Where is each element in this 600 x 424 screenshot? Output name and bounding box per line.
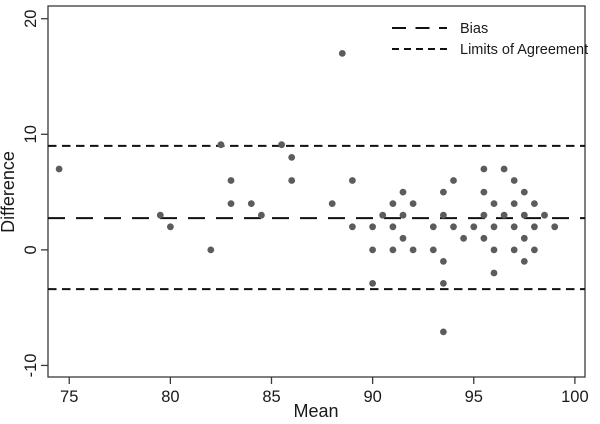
data-point [510,177,518,184]
data-point [369,246,376,254]
data-point [399,211,407,219]
x-tick-label: 80 [161,388,179,406]
data-point [429,246,437,254]
data-point [389,246,397,254]
data-point [399,234,407,242]
data-point [551,223,559,231]
y-axis: 20 10 0 -10 [22,10,48,378]
data-point [440,188,447,196]
y-tick-label: 20 [22,10,40,28]
data-point [379,211,387,219]
data-point [369,280,376,287]
y-tick-label: 10 [22,125,40,143]
data-point [520,188,528,196]
data-point [470,223,478,231]
x-axis-title: Mean [293,401,338,421]
data-point [520,234,528,242]
data-point [328,200,336,208]
data-point [440,328,447,336]
data-point [409,246,417,254]
data-point [349,177,356,184]
data-point [490,269,498,277]
data-point [500,211,508,219]
data-point [389,223,397,231]
y-tick-label: 0 [22,245,40,254]
data-point [429,223,437,231]
data-point [531,223,538,231]
data-point [510,200,518,208]
data-point [288,177,296,184]
data-point [440,258,447,265]
data-point [541,211,548,219]
data-point [167,223,174,231]
data-point [288,154,296,161]
x-tick-label: 95 [465,388,483,406]
reference-lines [48,144,585,291]
data-point [531,246,538,254]
data-point [490,246,498,254]
data-point [217,141,225,149]
x-tick-label: 85 [262,388,280,406]
data-point [409,200,417,208]
data-point [207,246,215,254]
legend-loa-label: Limits of Agreement [460,42,588,58]
y-axis-title: Difference [0,151,18,233]
data-point [55,165,63,173]
data-point [389,200,397,208]
x-tick-label: 90 [363,388,381,406]
data-point [490,200,498,208]
data-point [520,258,528,265]
data-point [349,223,356,231]
data-point [520,211,528,219]
x-axis: 75 80 85 90 95 100 [60,377,589,406]
y-tick-label: -10 [22,354,40,378]
x-tick-label: 75 [60,388,78,406]
data-point [227,200,235,208]
data-point [480,188,488,196]
data-point [500,165,508,173]
data-point [399,188,407,196]
data-point [338,50,346,57]
data-point [480,234,488,242]
scatter-points [55,50,559,336]
data-point [227,177,235,184]
data-point [510,223,518,231]
data-point [278,141,285,149]
data-point [258,211,265,219]
data-point [156,211,164,219]
data-point [480,165,488,173]
data-point [247,200,255,208]
data-point [480,211,488,219]
data-point [460,234,467,242]
data-point [440,211,447,219]
data-point [369,223,376,231]
legend-bias-label: Bias [460,21,488,37]
data-point [440,280,447,287]
data-point [510,246,518,254]
data-point [490,223,498,231]
plot-area-border [47,5,586,378]
x-tick-label: 100 [561,388,589,406]
data-point [531,200,538,208]
data-point [450,177,457,184]
data-point [450,223,457,231]
legend: Bias Limits of Agreement [392,21,588,58]
